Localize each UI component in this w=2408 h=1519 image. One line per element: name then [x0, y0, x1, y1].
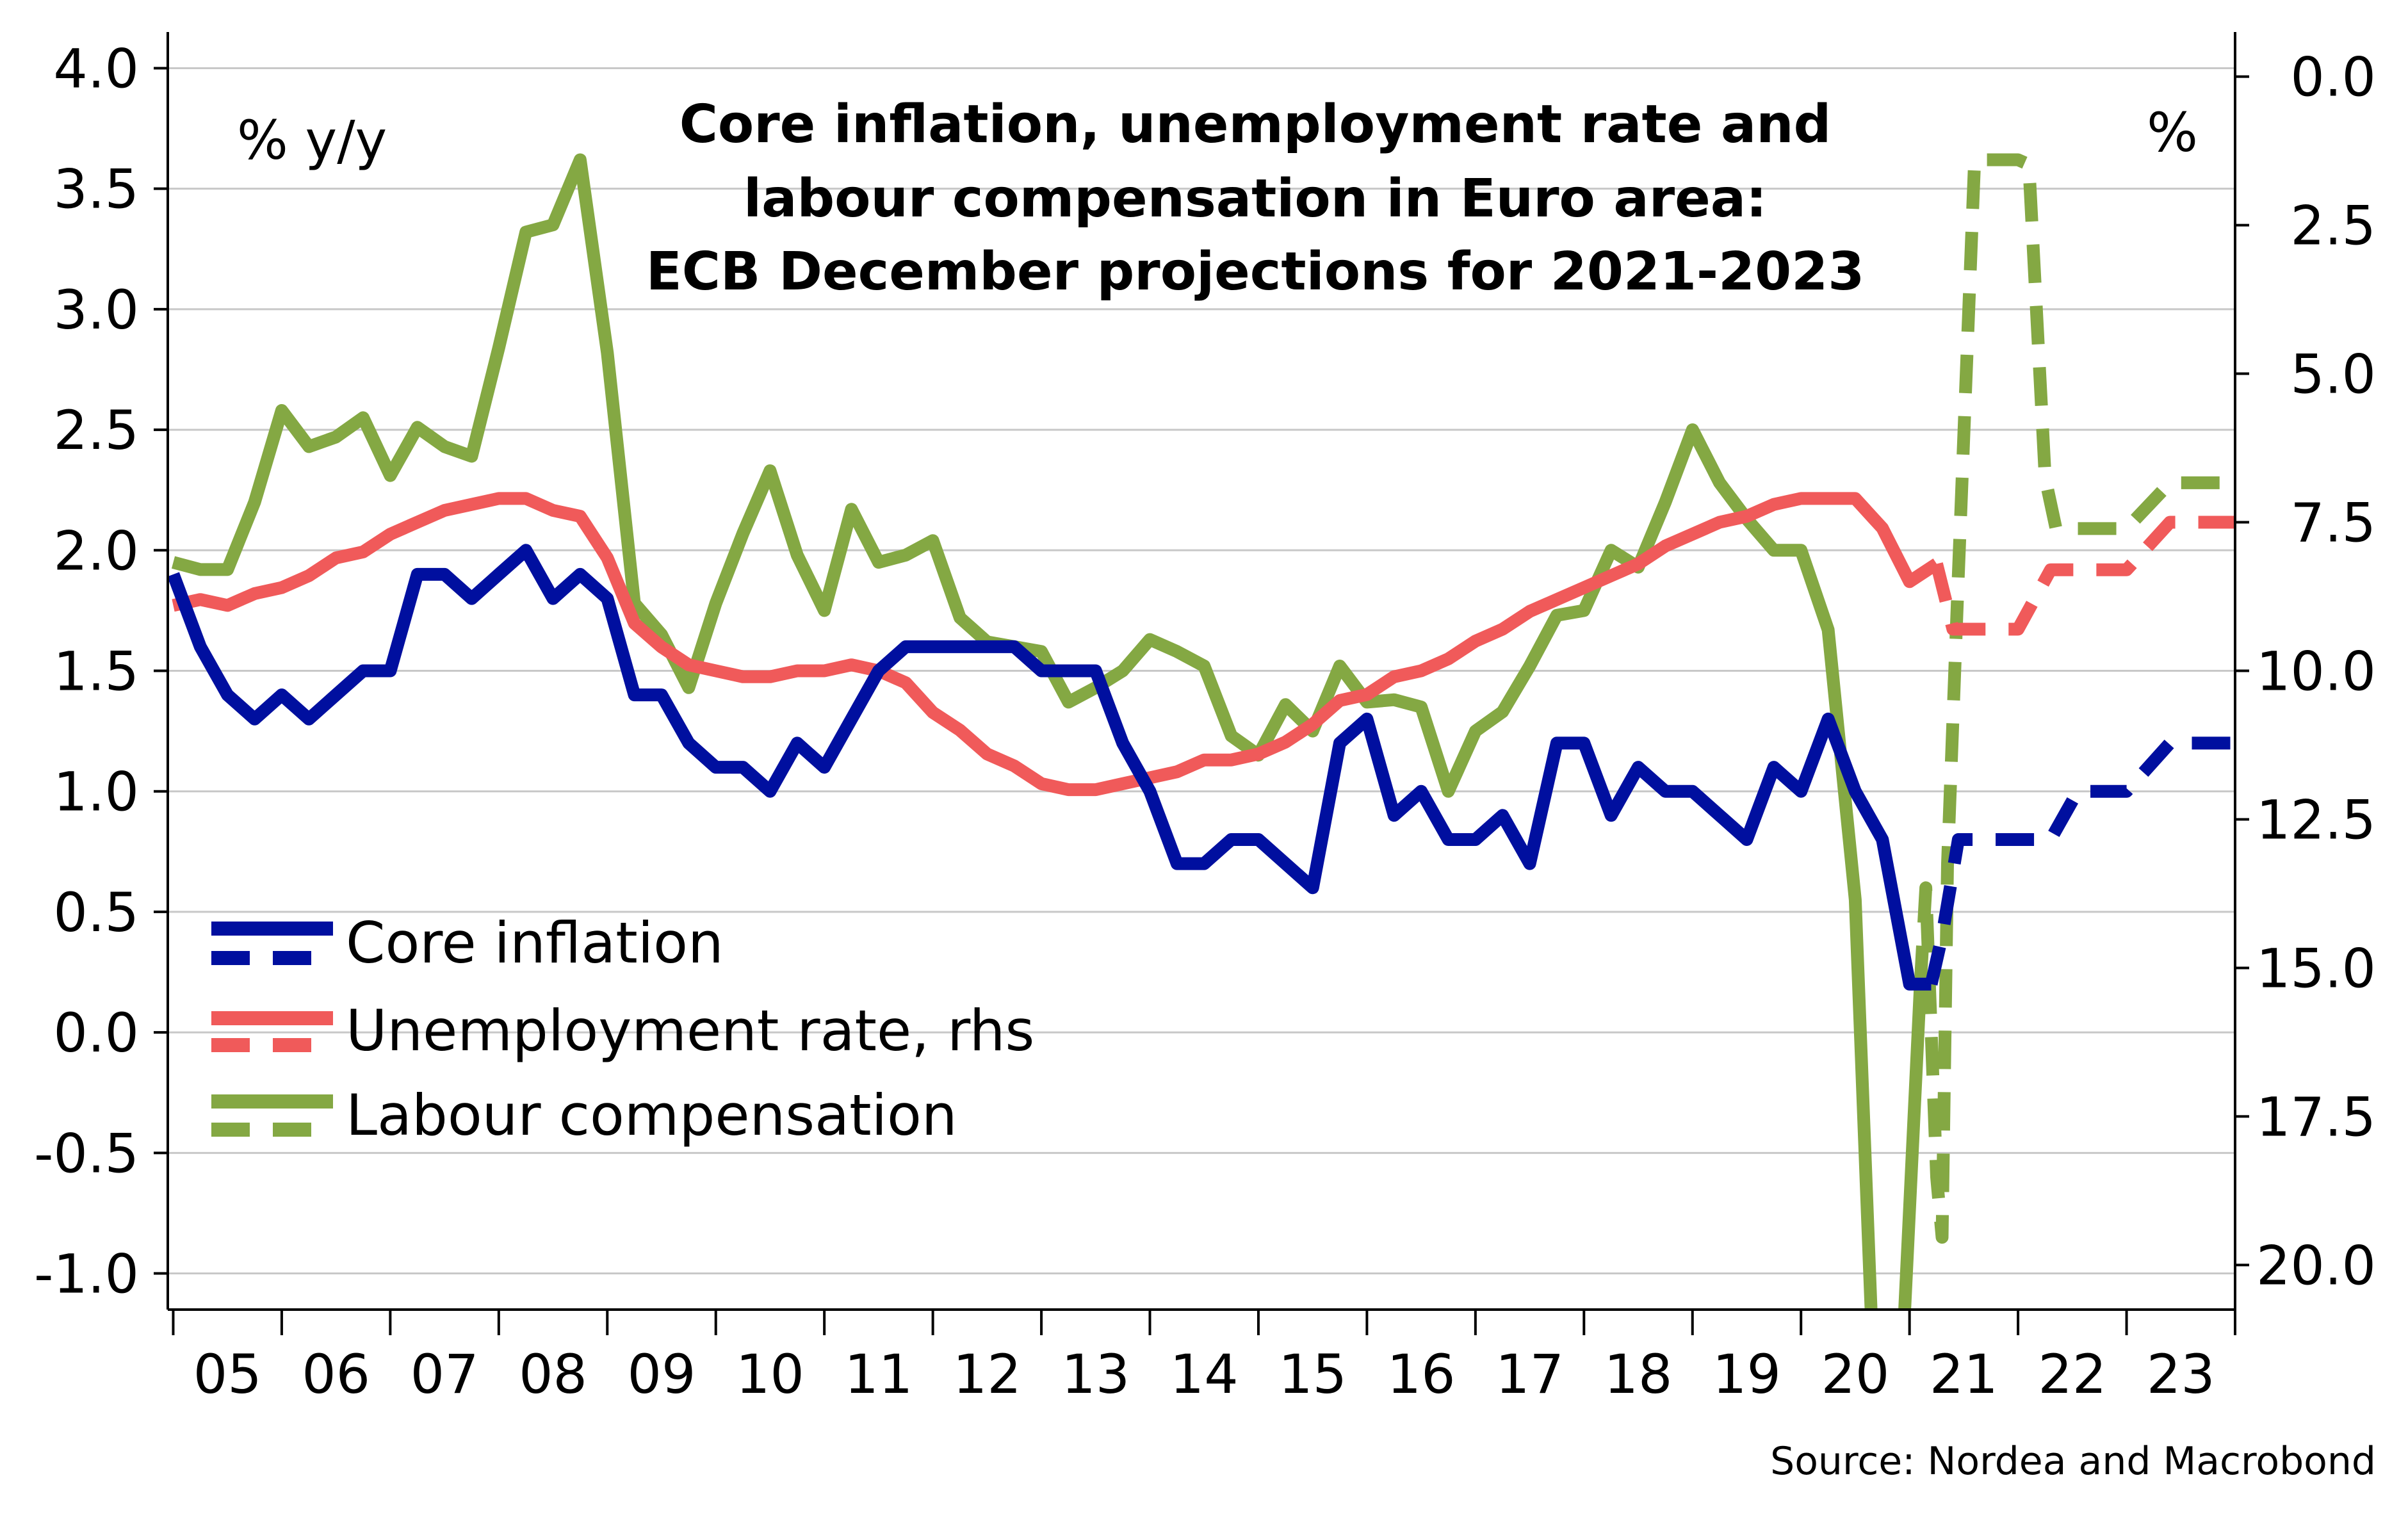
y-left-tick-label-1: -0.5 — [34, 1122, 139, 1185]
x-tick-label-18: 18 — [1604, 1343, 1673, 1406]
y-right-tick-label-7: 17.5 — [2256, 1085, 2376, 1148]
title-line-2: labour compensation in Euro area: — [744, 168, 1767, 229]
y-left-tick-label-10: 4.0 — [53, 37, 139, 100]
x-tick-label-21: 21 — [1930, 1343, 1998, 1406]
series-projection-labour-compensation — [1914, 153, 2235, 1244]
x-tick-label-05: 05 — [193, 1343, 262, 1406]
legend: Core inflation Unemployment rate, rhs La… — [211, 910, 1034, 1148]
y-left-tick-label-8: 3.0 — [53, 279, 139, 341]
y-left-tick-label-9: 3.5 — [53, 158, 139, 221]
title-line-3: ECB December projections for 2021-2023 — [646, 241, 1865, 302]
y-axis-left-labels: -1.0 -0.5 0.0 0.5 1.0 1.5 2.0 2.5 3.0 3.5 4.0 — [34, 37, 139, 1305]
x-tick-label-23: 23 — [2147, 1343, 2215, 1406]
x-tick-label-10: 10 — [736, 1343, 804, 1406]
y-right-unit: % — [2147, 101, 2198, 164]
legend-label-labour-compensation: Labour compensation — [346, 1082, 957, 1148]
x-tick-label-16: 16 — [1387, 1343, 1456, 1406]
legend-label-core-inflation: Core inflation — [346, 910, 724, 976]
x-tick-label-15: 15 — [1278, 1343, 1347, 1406]
legend-item-unemployment-rate: Unemployment rate, rhs — [211, 998, 1034, 1064]
x-tick-label-20: 20 — [1821, 1343, 1889, 1406]
y-right-tick-label-3: 7.5 — [2290, 492, 2376, 555]
legend-label-unemployment-rate: Unemployment rate, rhs — [346, 998, 1034, 1064]
x-tick-label-06: 06 — [302, 1343, 370, 1406]
x-tick-label-19: 19 — [1712, 1343, 1781, 1406]
y-left-tick-label-7: 2.5 — [53, 399, 139, 462]
x-tick-label-12: 12 — [953, 1343, 1021, 1406]
x-tick-label-09: 09 — [628, 1343, 696, 1406]
series-lines — [168, 153, 2235, 1310]
y-left-tick-label-5: 1.5 — [53, 640, 139, 703]
y-right-tick-label-1: 2.5 — [2290, 195, 2376, 257]
y-left-tick-label-4: 1.0 — [53, 761, 139, 824]
y-left-tick-label-6: 2.0 — [53, 519, 139, 582]
y-left-tick-label-2: 0.0 — [53, 1002, 139, 1064]
x-tick-label-13: 13 — [1061, 1343, 1130, 1406]
source-note: Source: Nordea and Macrobond — [1770, 1439, 2376, 1484]
title-line-1: Core inflation, unemployment rate and — [679, 94, 1832, 155]
x-tick-label-07: 07 — [411, 1343, 479, 1406]
x-tick-label-17: 17 — [1495, 1343, 1564, 1406]
y-right-tick-label-4: 10.0 — [2256, 640, 2376, 703]
chart-title: Core inflation, unemployment rate and la… — [646, 94, 1865, 302]
x-tick-label-11: 11 — [844, 1343, 913, 1406]
x-tick-label-14: 14 — [1170, 1343, 1239, 1406]
x-axis-labels: 05 06 07 08 09 10 11 12 13 14 15 16 17 18 19 20 21 22 23 — [193, 1343, 2215, 1406]
y-left-tick-label-3: 0.5 — [53, 881, 139, 944]
x-tick-label-08: 08 — [519, 1343, 587, 1406]
series-line-unemployment-rate-rhs — [172, 492, 1940, 797]
axes — [154, 32, 2249, 1335]
series-line-core-inflation — [168, 544, 1932, 991]
y-left-unit: % y/y — [237, 109, 387, 172]
y-right-tick-label-5: 12.5 — [2256, 788, 2376, 851]
legend-item-labour-compensation: Labour compensation — [211, 1082, 957, 1148]
legend-item-core-inflation: Core inflation — [211, 910, 724, 976]
y-right-tick-label-8: 20.0 — [2256, 1234, 2376, 1297]
y-right-tick-label-2: 5.0 — [2290, 343, 2376, 406]
x-tick-label-22: 22 — [2038, 1343, 2106, 1406]
y-right-tick-label-6: 15.0 — [2256, 937, 2376, 1000]
y-right-tick-label-0: 0.0 — [2290, 46, 2376, 109]
series-projection-core-inflation — [1924, 736, 2235, 986]
series-projection-unemployment-rate-rhs — [1930, 516, 2235, 636]
y-left-tick-label-0: -1.0 — [34, 1243, 139, 1306]
y-axis-right-labels: 0.0 2.5 5.0 7.5 10.0 12.5 15.0 17.5 20.0 — [2256, 46, 2376, 1297]
